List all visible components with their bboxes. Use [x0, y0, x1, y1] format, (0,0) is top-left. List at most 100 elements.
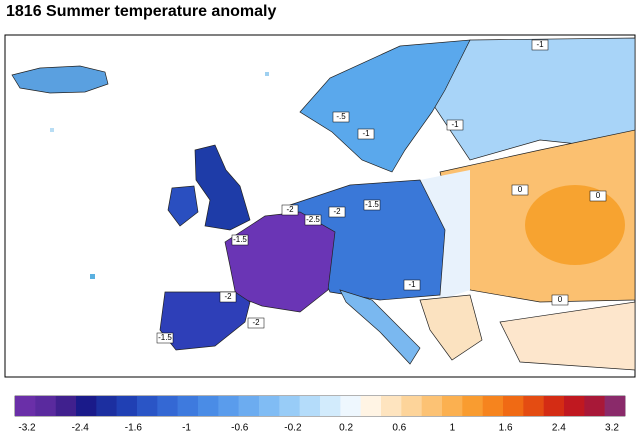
contour-label-box — [156, 332, 174, 344]
contour-label: 0 — [511, 184, 529, 196]
colorbar-swatch — [482, 396, 504, 416]
contour-label-text: -1 — [536, 40, 544, 49]
colorbar-swatch — [523, 396, 544, 416]
contour-label-box — [531, 39, 549, 51]
colorbar-swatch — [279, 396, 300, 416]
colorbar-tick-label: 2.4 — [552, 423, 566, 434]
contour-label-box — [363, 199, 381, 211]
contour-label-box — [357, 128, 375, 140]
contour-label-box — [231, 234, 249, 246]
transition-zone — [420, 170, 470, 300]
contour-label: -2 — [328, 206, 346, 218]
contour-label: -1 — [531, 39, 549, 51]
colorbar-swatch — [564, 396, 585, 416]
contour-label: -2 — [219, 291, 237, 303]
colorbar-tick-label: -0.6 — [231, 423, 249, 434]
colorbar-tick-label: -1 — [182, 423, 191, 434]
contour-label-text: -1.5 — [365, 200, 379, 209]
colorbar-swatch — [543, 396, 565, 416]
contour-label: -2.5 — [304, 214, 322, 226]
colorbar-tick-label: 0.2 — [339, 423, 353, 434]
colorbar-swatch — [381, 396, 402, 416]
ireland — [167, 185, 199, 227]
contour-label-box — [589, 190, 607, 202]
colorbar-tick-label: 1.6 — [499, 423, 513, 434]
contour-label: -2 — [281, 204, 299, 216]
contour-label: -1 — [403, 279, 421, 291]
contour-label-box — [304, 214, 322, 226]
colorbar-tick-label: 0.6 — [392, 423, 406, 434]
colorbar-swatch — [259, 396, 280, 416]
colorbar-swatch — [238, 396, 260, 416]
colorbar-tick-label: 1 — [450, 423, 456, 434]
contour-label: -1.5 — [363, 199, 381, 211]
colorbar-swatch — [116, 396, 138, 416]
contour-label-text: -1.5 — [233, 235, 247, 244]
map — [4, 34, 636, 378]
contour-label-text: -2 — [286, 205, 294, 214]
grid-cell — [90, 274, 95, 279]
contour-label-box — [281, 204, 299, 216]
contour-label: -1 — [357, 128, 375, 140]
contour-label-text: -1 — [451, 120, 459, 129]
colorbar-tick-label: -1.6 — [125, 423, 143, 434]
contour-label-text: 0 — [596, 191, 601, 200]
colorbar-swatch — [462, 396, 483, 416]
colorbar-swatch — [584, 396, 605, 416]
colorbar-swatch — [35, 396, 56, 416]
contour-label: -1.5 — [231, 234, 249, 246]
colorbar-tick-label: 3.2 — [605, 423, 619, 434]
contour-label-box — [403, 279, 421, 291]
colorbar-swatch — [299, 396, 321, 416]
contour-label-text: -1 — [408, 280, 416, 289]
contour-label-box — [511, 184, 529, 196]
colorbar-tick-label: -0.2 — [284, 423, 302, 434]
contour-label-box — [328, 206, 346, 218]
contour-label-box — [551, 294, 569, 306]
title: 1816 Summer temperature anomaly — [6, 3, 276, 20]
contour-label-text: -2 — [252, 318, 260, 327]
grid-cell — [50, 128, 54, 132]
contour-label-box — [219, 291, 237, 303]
colorbar-swatch — [360, 396, 382, 416]
contour-label-box — [446, 119, 464, 131]
contour-label: -2 — [247, 317, 265, 329]
colorbar-swatch — [76, 396, 97, 416]
colorbar-swatch — [604, 396, 626, 416]
colorbar-swatch — [198, 396, 219, 416]
colorbar-swatch — [55, 396, 77, 416]
colorbar-swatch — [340, 396, 361, 416]
colorbar-swatch — [218, 396, 239, 416]
colorbar-swatch — [157, 396, 178, 416]
colorbar-swatch — [96, 396, 117, 416]
colorbar-swatch — [503, 396, 524, 416]
contour-label-text: -2 — [333, 207, 341, 216]
iceland — [11, 65, 109, 94]
colorbar-swatch — [137, 396, 158, 416]
contour-label: 0 — [589, 190, 607, 202]
colorbar-swatch — [442, 396, 463, 416]
colorbar-swatch — [421, 396, 443, 416]
contour-label: -1.5 — [156, 332, 174, 344]
contour-label-box — [332, 111, 350, 123]
colorbar-swatch — [177, 396, 199, 416]
balkans — [419, 294, 483, 361]
colorbar-swatch — [320, 396, 341, 416]
colorbar-tick-label: -2.4 — [72, 423, 90, 434]
contour-label: -.5 — [332, 111, 350, 123]
contour-label-text: -1 — [362, 129, 370, 138]
italy — [339, 289, 421, 365]
warm-core — [525, 185, 625, 265]
contour-label-box — [247, 317, 265, 329]
contour-label-text: 0 — [518, 185, 523, 194]
contour-label: -1 — [446, 119, 464, 131]
britain — [194, 144, 251, 231]
colorbar-swatch — [401, 396, 422, 416]
contour-label-text: -2 — [224, 292, 232, 301]
contour-label: 0 — [551, 294, 569, 306]
contour-label-text: -.5 — [336, 112, 346, 121]
contour-label-text: -2.5 — [306, 215, 320, 224]
contour-label-text: 0 — [558, 295, 563, 304]
